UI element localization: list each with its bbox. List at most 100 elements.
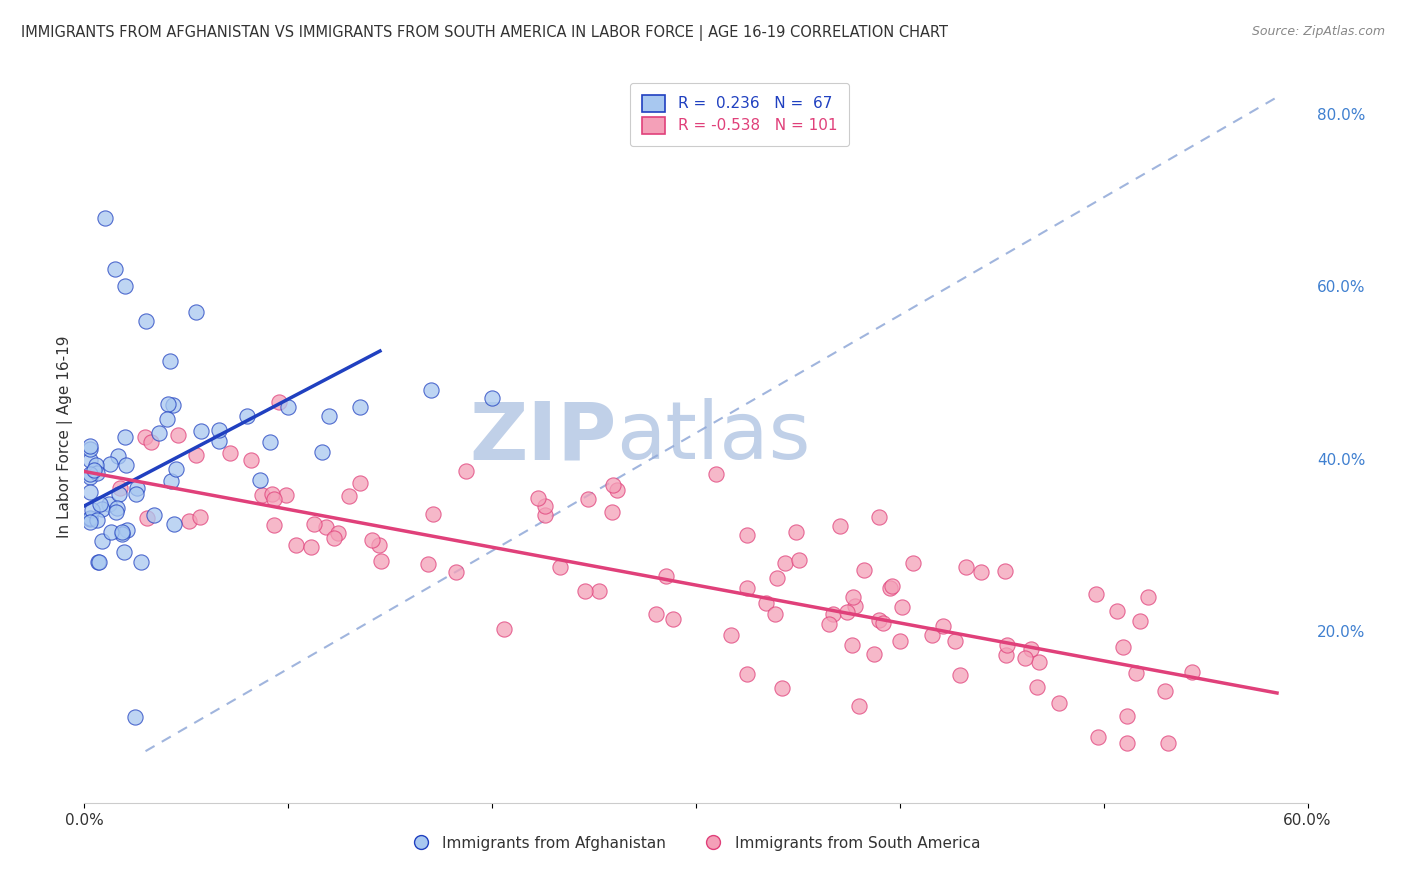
Point <box>148 426 170 441</box>
Point <box>100 524 122 539</box>
Point <box>337 489 360 503</box>
Point <box>186 305 208 319</box>
Point <box>550 559 572 574</box>
Point <box>311 445 333 459</box>
Point <box>162 398 184 412</box>
Point <box>79 442 101 456</box>
Point <box>1028 655 1050 669</box>
Point <box>240 453 263 467</box>
Point <box>422 507 444 521</box>
Point <box>111 527 134 541</box>
Point <box>91 502 114 516</box>
Point <box>114 279 136 293</box>
Point <box>93 211 115 225</box>
Point <box>1084 587 1107 601</box>
Point <box>79 467 101 481</box>
Point <box>129 555 152 569</box>
Point <box>763 607 786 621</box>
Point <box>285 538 308 552</box>
Point <box>527 491 550 505</box>
Point <box>79 439 101 453</box>
Y-axis label: In Labor Force | Age 16-19: In Labor Force | Age 16-19 <box>58 335 73 539</box>
Text: IMMIGRANTS FROM AFGHANISTAN VS IMMIGRANTS FROM SOUTH AMERICA IN LABOR FORCE | AG: IMMIGRANTS FROM AFGHANISTAN VS IMMIGRANT… <box>21 25 948 41</box>
Point <box>105 505 128 519</box>
Point <box>1157 735 1180 749</box>
Legend: Immigrants from Afghanistan, Immigrants from South America: Immigrants from Afghanistan, Immigrants … <box>405 830 987 857</box>
Point <box>879 581 901 595</box>
Point <box>444 565 467 579</box>
Point <box>368 538 391 552</box>
Point <box>735 581 758 595</box>
Point <box>127 481 149 495</box>
Point <box>87 555 110 569</box>
Point <box>868 510 890 524</box>
Point <box>416 557 439 571</box>
Point <box>848 699 870 714</box>
Point <box>79 512 101 526</box>
Point <box>644 607 666 621</box>
Point <box>533 508 555 522</box>
Point <box>115 523 138 537</box>
Point <box>163 517 186 532</box>
Point <box>1112 640 1135 654</box>
Point <box>903 556 925 570</box>
Point <box>1047 696 1070 710</box>
Point <box>755 596 778 610</box>
Point <box>931 619 953 633</box>
Point <box>167 427 190 442</box>
Point <box>420 383 443 397</box>
Point <box>277 400 299 414</box>
Point <box>114 430 136 444</box>
Point <box>868 613 890 627</box>
Point <box>263 517 285 532</box>
Point <box>370 554 392 568</box>
Point <box>135 314 157 328</box>
Point <box>134 430 156 444</box>
Point <box>136 511 159 525</box>
Point <box>576 491 599 506</box>
Point <box>186 448 208 462</box>
Point <box>79 516 101 530</box>
Point <box>322 531 344 545</box>
Point <box>492 623 515 637</box>
Point <box>269 395 291 409</box>
Point <box>105 501 128 516</box>
Point <box>219 446 242 460</box>
Point <box>889 634 911 648</box>
Point <box>773 556 796 570</box>
Text: Source: ZipAtlas.com: Source: ZipAtlas.com <box>1251 25 1385 38</box>
Point <box>188 510 211 524</box>
Point <box>841 638 863 652</box>
Point <box>600 506 623 520</box>
Point <box>302 516 325 531</box>
Point <box>817 617 839 632</box>
Point <box>79 484 101 499</box>
Point <box>260 487 283 501</box>
Point <box>1116 735 1139 749</box>
Point <box>165 461 187 475</box>
Point <box>1014 651 1036 665</box>
Point <box>880 579 903 593</box>
Point <box>606 483 628 498</box>
Point <box>921 628 943 642</box>
Point <box>360 533 382 547</box>
Point <box>704 467 727 482</box>
Point <box>863 647 886 661</box>
Point <box>1154 683 1177 698</box>
Point <box>97 496 120 510</box>
Point <box>104 262 127 277</box>
Point <box>995 648 1018 663</box>
Point <box>82 503 104 517</box>
Point <box>108 481 131 495</box>
Point <box>111 524 134 539</box>
Point <box>948 667 970 681</box>
Point <box>994 564 1017 578</box>
Point <box>315 520 337 534</box>
Point <box>79 470 101 484</box>
Point <box>655 569 678 583</box>
Point <box>1087 730 1109 744</box>
Point <box>837 605 859 619</box>
Point <box>190 425 212 439</box>
Point <box>86 458 108 472</box>
Point <box>89 497 111 511</box>
